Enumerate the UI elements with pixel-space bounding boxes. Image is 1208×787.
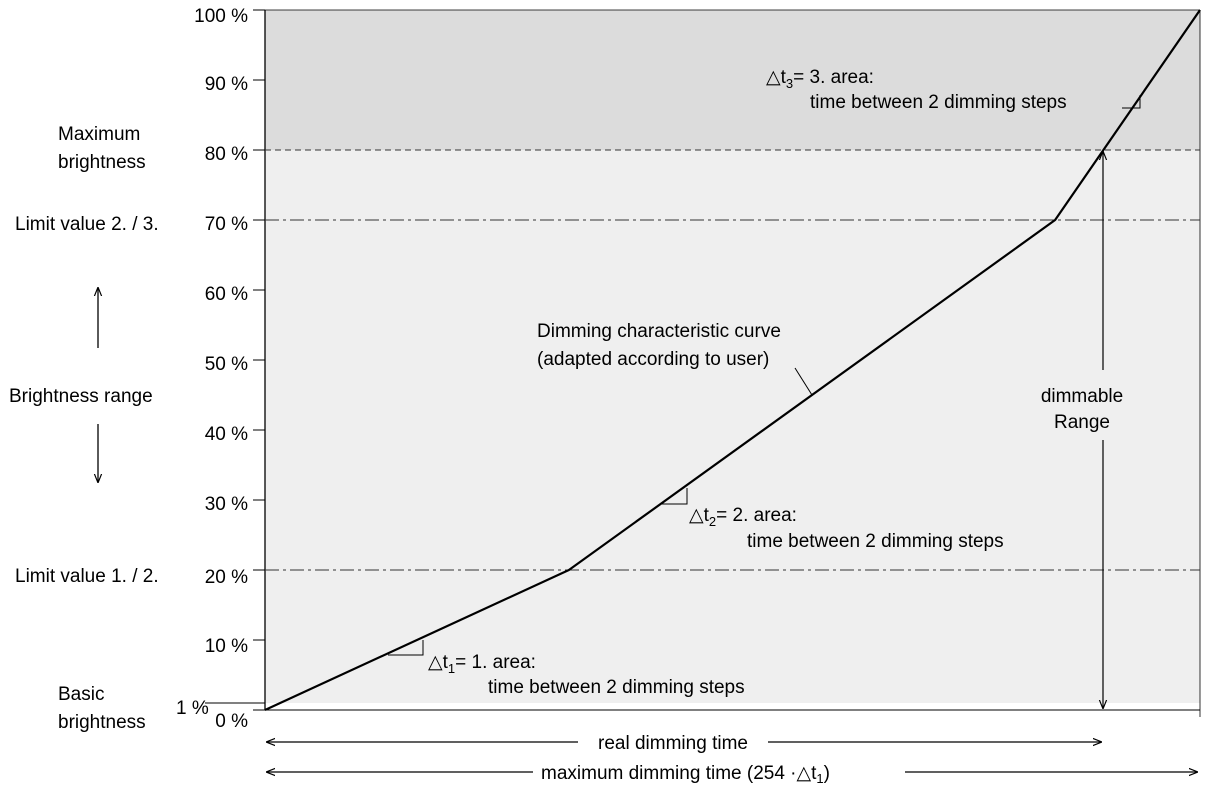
y-tick-60: 60 % (205, 284, 265, 305)
y-tick-label: 80 % (205, 144, 248, 165)
dimmable-label-1: dimmable (1041, 386, 1123, 407)
y-tick-label: 0 % (215, 711, 248, 732)
dt2-description: time between 2 dimming steps (747, 531, 1004, 552)
basic-brightness-label-1: Basic (58, 684, 104, 705)
y-tick-label: 70 % (205, 214, 248, 235)
y-tick-20: 20 % (205, 567, 265, 588)
dt1-description: time between 2 dimming steps (488, 677, 745, 698)
y-tick-label: 50 % (205, 354, 248, 375)
y-tick-40: 40 % (205, 424, 265, 445)
curve-annotation-line-1: Dimming characteristic curve (537, 321, 781, 342)
max-brightness-label-2: brightness (58, 152, 146, 173)
one-percent-label: 1 % (176, 698, 209, 719)
y-tick-label: 90 % (205, 74, 248, 95)
y-tick-label: 10 % (205, 636, 248, 657)
y-tick-label: 60 % (205, 284, 248, 305)
dt1-label: △t1= 1. area: (428, 652, 536, 676)
max-brightness-label-1: Maximum (58, 124, 140, 145)
limit-value-1-2-label: Limit value 1. / 2. (15, 566, 159, 587)
lower-area (265, 150, 1200, 703)
curve-annotation-line-2: (adapted according to user) (537, 349, 769, 370)
y-tick-label: 100 % (194, 6, 248, 27)
y-tick-100: 100 % (194, 6, 265, 27)
y-tick-50: 50 % (205, 354, 265, 375)
y-tick-90: 90 % (205, 74, 265, 95)
curve-annotation-leader (794, 367, 813, 396)
y-tick-0: 0 % (215, 709, 265, 732)
y-tick-30: 30 % (205, 494, 265, 515)
dt2-label: △t2= 2. area: (689, 505, 797, 529)
limit-value-2-3-label: Limit value 2. / 3. (15, 214, 159, 235)
y-tick-80: 80 % (205, 144, 265, 165)
real-dimming-time-label: real dimming time (598, 733, 748, 754)
dt3-label: △t3= 3. area: (766, 67, 874, 91)
upper-area (265, 10, 1200, 150)
y-tick-10: 10 % (205, 636, 265, 657)
y-tick-label: 40 % (205, 424, 248, 445)
y-tick-70: 70 % (205, 214, 265, 235)
step-marker-3 (1122, 95, 1141, 109)
dt3-description: time between 2 dimming steps (810, 92, 1067, 113)
brightness-range-label: Brightness range (9, 386, 153, 407)
y-tick-label: 30 % (205, 494, 248, 515)
step-marker-2 (662, 488, 688, 505)
step-marker-1 (388, 640, 424, 656)
y-tick-label: 20 % (205, 567, 248, 588)
basic-brightness-label-2: brightness (58, 712, 146, 733)
max-dimming-time-label: maximum dimming time (254 ·△t1) (541, 763, 830, 786)
dimmable-label-2: Range (1054, 412, 1110, 433)
